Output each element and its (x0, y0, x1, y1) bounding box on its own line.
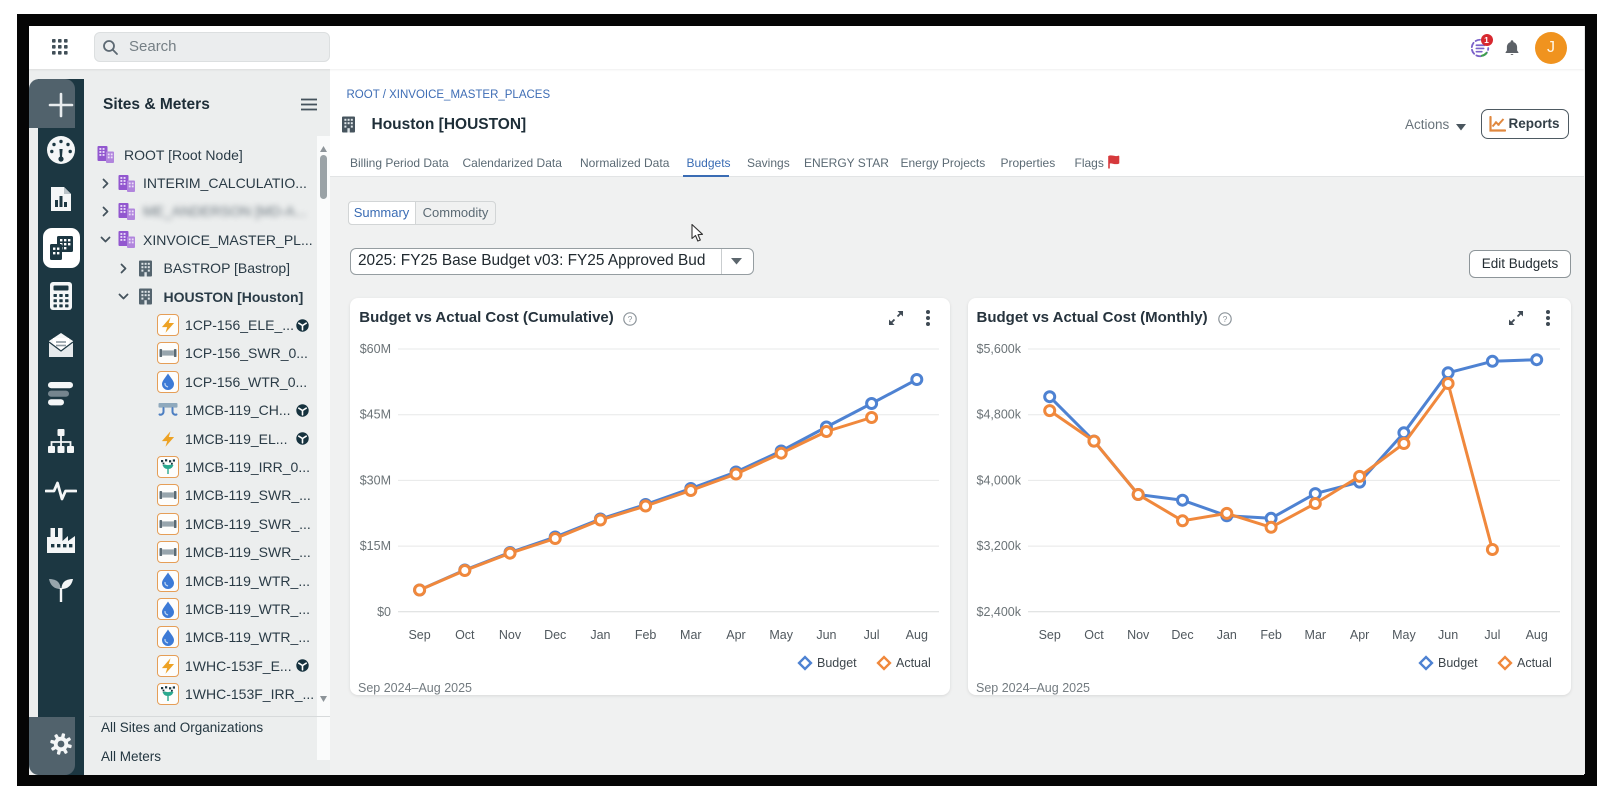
svg-text:$4,800k: $4,800k (976, 408, 1021, 422)
svg-text:Sep 2024–Aug 2025: Sep 2024–Aug 2025 (358, 681, 472, 695)
svg-text:Sep: Sep (409, 628, 431, 642)
svg-text:Aug: Aug (1525, 628, 1547, 642)
svg-text:Dec: Dec (1171, 628, 1193, 642)
svg-text:Apr: Apr (727, 628, 746, 642)
svg-text:$15M: $15M (360, 539, 391, 553)
svg-text:Nov: Nov (1127, 628, 1150, 642)
svg-text:Jul: Jul (1484, 628, 1500, 642)
svg-text:$0: $0 (377, 605, 391, 619)
svg-text:$3,200k: $3,200k (976, 539, 1021, 553)
svg-text:Budget: Budget (1438, 656, 1478, 670)
svg-text:?: ? (628, 314, 633, 324)
svg-text:Mar: Mar (1304, 628, 1326, 642)
svg-text:Jul: Jul (864, 628, 880, 642)
svg-text:Jun: Jun (817, 628, 837, 642)
svg-text:Dec: Dec (544, 628, 566, 642)
svg-text:Sep 2024–Aug 2025: Sep 2024–Aug 2025 (976, 681, 1090, 695)
svg-text:May: May (770, 628, 794, 642)
svg-text:Apr: Apr (1349, 628, 1368, 642)
svg-text:Aug: Aug (906, 628, 928, 642)
svg-text:Feb: Feb (1260, 628, 1282, 642)
svg-text:May: May (1392, 628, 1416, 642)
svg-text:Jan: Jan (591, 628, 611, 642)
svg-text:$60M: $60M (360, 342, 391, 356)
svg-text:Budget: Budget (817, 656, 857, 670)
svg-text:Oct: Oct (455, 628, 475, 642)
svg-text:$30M: $30M (360, 473, 391, 487)
svg-text:$2,400k: $2,400k (976, 605, 1021, 619)
svg-text:Sep: Sep (1038, 628, 1060, 642)
svg-text:$5,600k: $5,600k (976, 342, 1021, 356)
svg-text:Feb: Feb (635, 628, 657, 642)
svg-text:Jun: Jun (1438, 628, 1458, 642)
svg-text:Nov: Nov (499, 628, 522, 642)
svg-text:Actual: Actual (896, 656, 931, 670)
svg-text:$4,000k: $4,000k (976, 473, 1021, 487)
svg-text:Mar: Mar (680, 628, 702, 642)
svg-text:Jan: Jan (1216, 628, 1236, 642)
svg-text:Actual: Actual (1517, 656, 1552, 670)
svg-text:?: ? (1223, 314, 1228, 324)
svg-text:Oct: Oct (1084, 628, 1104, 642)
svg-text:$45M: $45M (360, 408, 391, 422)
